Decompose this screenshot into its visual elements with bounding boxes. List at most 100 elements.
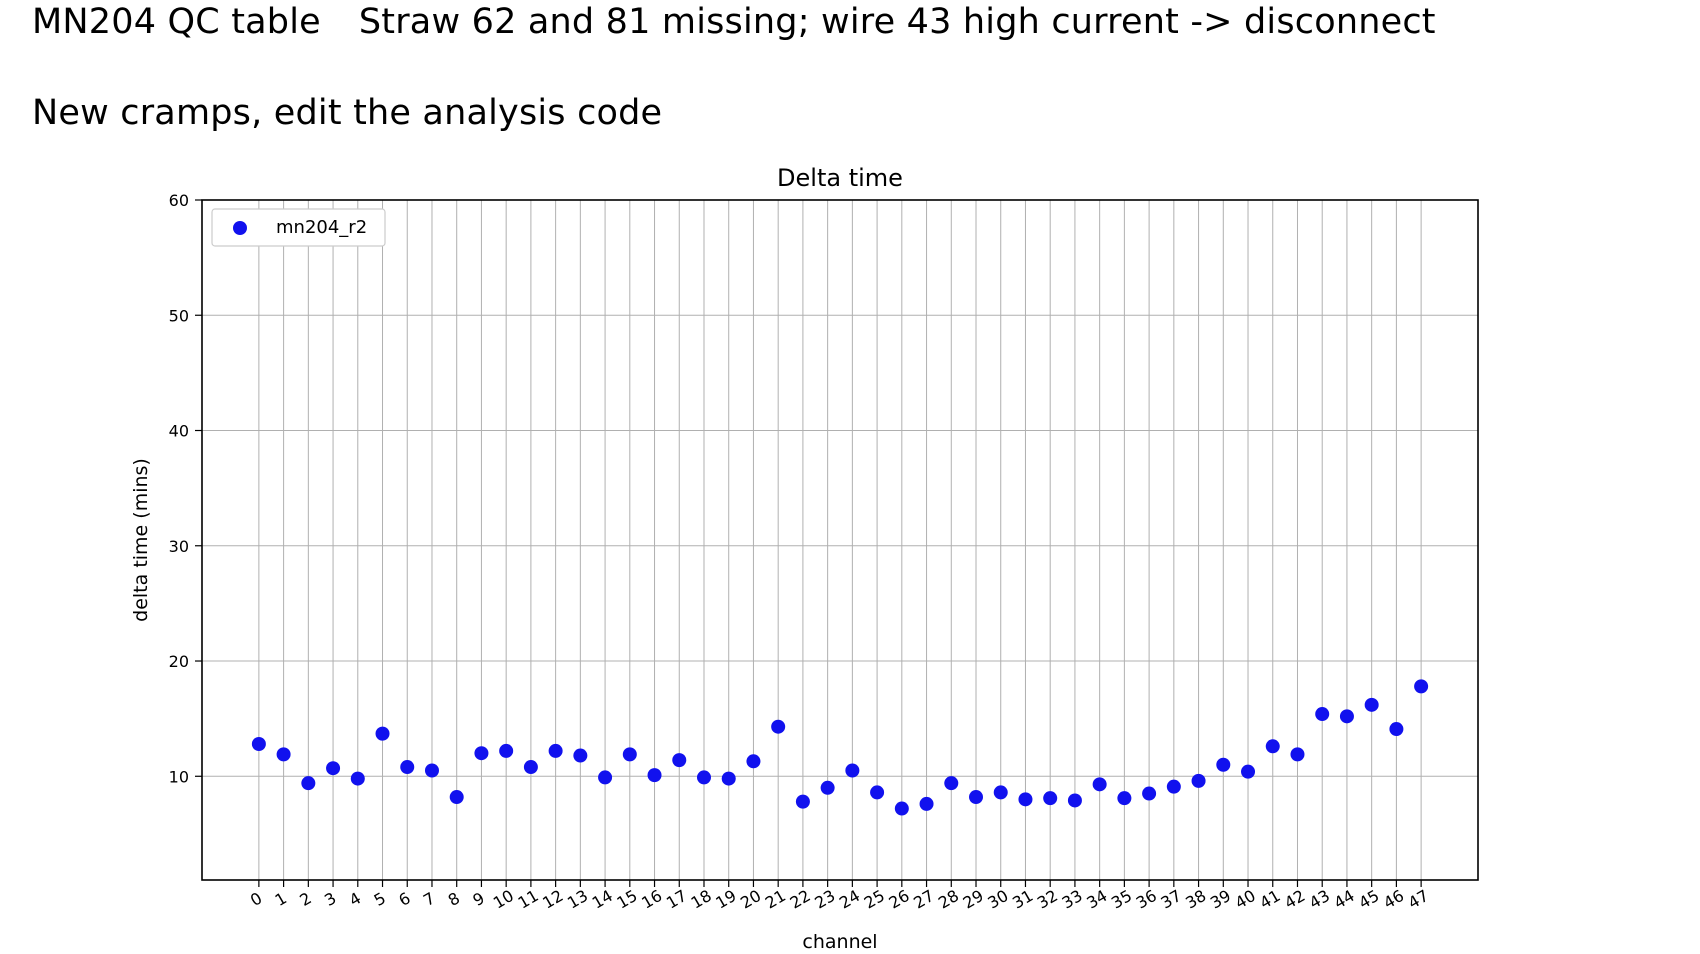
x-tick-label: 42 — [1281, 886, 1308, 913]
data-point — [1191, 773, 1206, 788]
data-point — [1117, 791, 1132, 806]
data-point — [820, 780, 835, 795]
data-point — [944, 776, 959, 791]
data-point — [375, 726, 390, 741]
x-tick-label: 38 — [1182, 886, 1209, 913]
data-point — [845, 763, 860, 778]
data-point — [1414, 679, 1429, 694]
data-point — [1018, 792, 1033, 807]
data-point — [326, 761, 341, 776]
data-point — [548, 743, 563, 758]
chart-grid — [202, 199, 1478, 880]
data-point — [1092, 777, 1107, 792]
legend-label: mn204_r2 — [276, 217, 367, 238]
x-tick-label: 0 — [247, 888, 265, 910]
legend-box — [211, 208, 386, 247]
data-point — [424, 763, 439, 778]
data-point — [647, 768, 662, 783]
x-tick-label: 36 — [1133, 886, 1160, 913]
x-tick-label: 4 — [346, 888, 364, 910]
x-tick-label: 2 — [296, 888, 314, 910]
chart-legend: mn204_r2 — [211, 208, 386, 247]
x-tick-label: 19 — [712, 886, 739, 913]
data-point — [721, 771, 736, 786]
x-tick-label: 47 — [1405, 886, 1432, 913]
data-point — [1389, 722, 1404, 737]
x-tick-label: 15 — [613, 886, 640, 913]
x-tick-label: 41 — [1256, 886, 1283, 913]
x-tick-label: 35 — [1108, 886, 1135, 913]
data-point — [1142, 786, 1157, 801]
x-tick-label: 44 — [1331, 886, 1358, 913]
data-point — [1364, 697, 1379, 712]
data-point — [1166, 779, 1181, 794]
x-tick-label: 25 — [861, 886, 888, 913]
data-point — [672, 753, 687, 768]
data-point — [894, 801, 909, 816]
x-tick-label: 20 — [737, 886, 764, 913]
y-axis-ticks: 10 20 30 40 50 60 — [169, 191, 202, 786]
data-point — [301, 776, 316, 791]
slide-subtitle: New cramps, edit the analysis code — [32, 93, 663, 133]
data-point — [400, 760, 415, 775]
x-tick-label: 18 — [688, 886, 715, 913]
data-point — [1339, 709, 1354, 724]
slide-header: MN204 QC table Straw 62 and 81 missing; w… — [32, 2, 1436, 42]
x-tick-label: 34 — [1083, 886, 1110, 913]
x-tick-label: 26 — [886, 886, 913, 913]
data-point — [696, 770, 711, 785]
data-point — [1290, 747, 1305, 762]
x-tick-label: 12 — [539, 886, 566, 913]
data-point — [1067, 793, 1082, 808]
data-point — [622, 747, 637, 762]
x-tick-label: 29 — [960, 886, 987, 913]
data-point — [969, 790, 984, 805]
data-point — [474, 746, 489, 761]
x-axis-label: channel — [802, 931, 877, 953]
data-point — [499, 743, 514, 758]
x-tick-label: 24 — [836, 886, 863, 913]
data-point — [795, 794, 810, 809]
data-point — [1241, 764, 1256, 779]
data-point — [1315, 707, 1330, 722]
x-tick-label: 27 — [910, 886, 937, 913]
data-point — [350, 771, 365, 786]
data-points — [251, 679, 1429, 816]
y-tick-label: 20 — [169, 652, 189, 671]
x-tick-label: 6 — [395, 888, 413, 910]
data-point — [1043, 791, 1058, 806]
x-tick-label: 28 — [935, 886, 962, 913]
x-tick-label: 5 — [371, 888, 389, 910]
x-tick-label: 23 — [811, 886, 838, 913]
x-tick-label: 32 — [1034, 886, 1061, 913]
data-point — [771, 719, 786, 734]
x-tick-label: 22 — [787, 886, 814, 913]
legend-marker — [233, 221, 247, 235]
x-tick-label: 17 — [663, 886, 690, 913]
x-axis-ticks: 0 1 2 3 4 5 6 7 8 9 101112131415161718192021222324… — [247, 880, 1432, 913]
y-tick-label: 60 — [169, 191, 189, 210]
x-tick-label: 3 — [321, 888, 339, 910]
x-tick-label: 10 — [490, 886, 517, 913]
x-tick-label: 14 — [589, 886, 616, 913]
chart-title: Delta time — [777, 164, 903, 192]
x-tick-label: 45 — [1355, 886, 1382, 913]
y-tick-label: 10 — [169, 767, 189, 786]
x-tick-label: 21 — [762, 886, 789, 913]
data-point — [919, 796, 934, 811]
data-point — [993, 785, 1008, 800]
y-tick-label: 40 — [169, 422, 189, 441]
slide-note: Straw 62 and 81 missing; wire 43 high cu… — [358, 2, 1436, 42]
x-tick-label: 16 — [638, 886, 665, 913]
data-point — [870, 785, 885, 800]
y-tick-label: 50 — [169, 306, 189, 325]
x-tick-label: 43 — [1306, 886, 1333, 913]
y-tick-label: 30 — [169, 537, 189, 556]
plot-frame — [201, 199, 1479, 881]
x-tick-label: 1 — [272, 888, 290, 910]
y-axis-label: delta time (mins) — [130, 458, 152, 622]
x-tick-label: 7 — [420, 888, 438, 910]
x-tick-label: 13 — [564, 886, 591, 913]
x-tick-label: 31 — [1009, 886, 1036, 913]
